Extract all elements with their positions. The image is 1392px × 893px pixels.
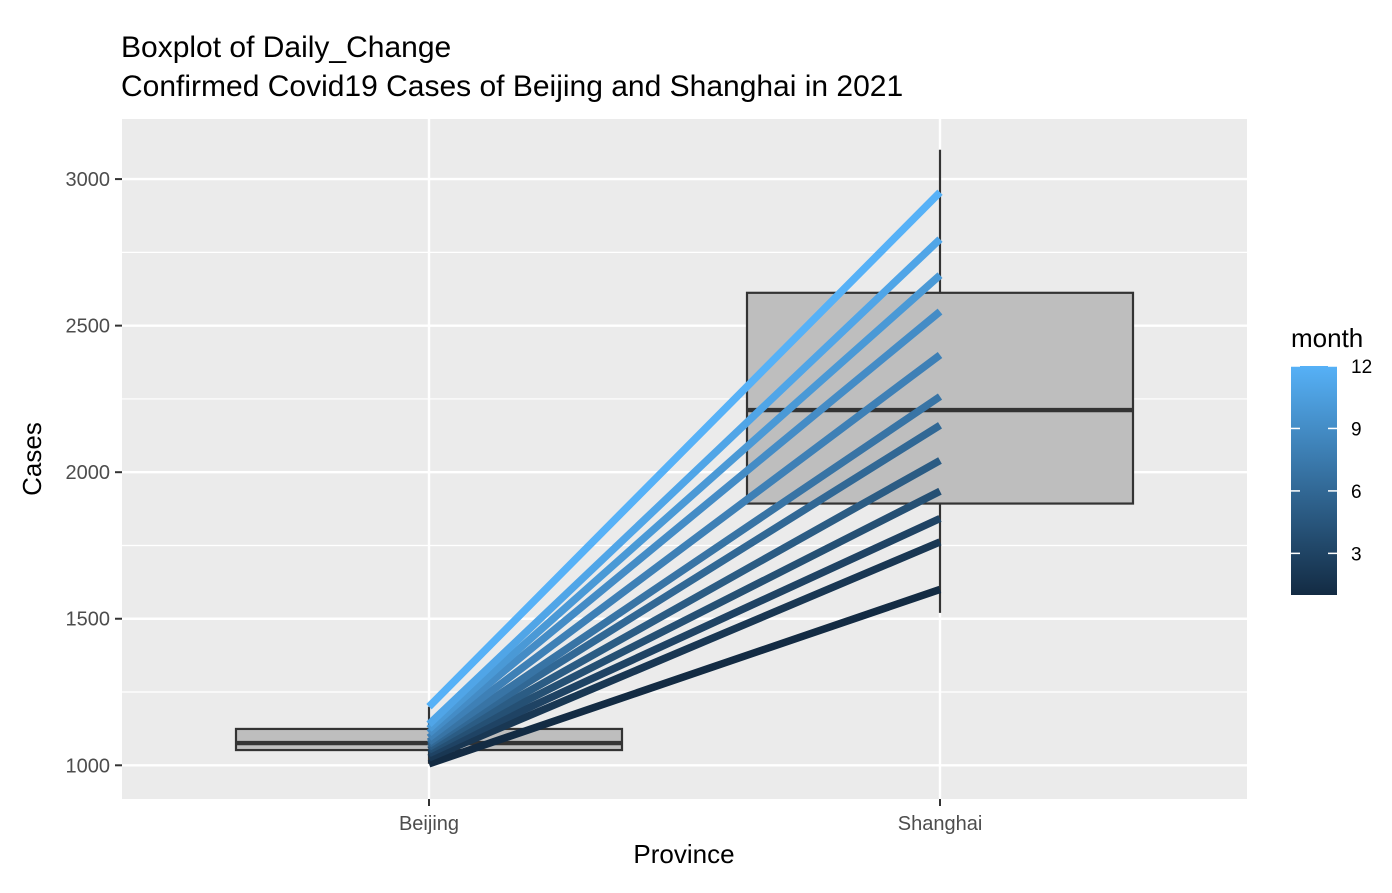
month-line-7 <box>426 393 943 745</box>
legend: month 3 6 9 12 <box>1291 323 1372 595</box>
y-tick-label: 1500 <box>66 609 111 631</box>
month-line-6 <box>427 422 942 748</box>
y-axis: 1000 1500 2000 2500 3000 <box>66 169 122 777</box>
month-line-3 <box>427 515 942 757</box>
month-line-1 <box>427 585 942 768</box>
legend-ticks: 3 6 9 12 <box>1291 357 1372 565</box>
x-axis: Beijing Shanghai <box>399 799 982 835</box>
legend-colorbar <box>1291 366 1337 595</box>
month-line-4 <box>427 487 942 754</box>
month-line-12 <box>426 189 943 710</box>
x-axis-title: Province <box>633 839 734 869</box>
month-line-9 <box>426 308 943 736</box>
month-line-8 <box>426 351 943 741</box>
x-tick-label: Shanghai <box>898 813 983 835</box>
y-tick-label: 1000 <box>66 755 111 777</box>
month-line-5 <box>427 457 942 751</box>
y-tick-label: 2500 <box>66 316 111 338</box>
legend-tick-label: 12 <box>1351 357 1372 378</box>
chart-title: Boxplot of Daily_Change <box>121 31 451 64</box>
month-line-10 <box>426 272 943 732</box>
month-lines <box>426 189 943 768</box>
y-tick-label: 3000 <box>66 169 111 191</box>
y-axis-title: Cases <box>17 422 47 496</box>
month-line-2 <box>427 538 942 762</box>
legend-tick-label: 3 <box>1351 544 1362 565</box>
x-tick-label: Beijing <box>399 813 459 835</box>
chart-subtitle: Confirmed Covid19 Cases of Beijing and S… <box>121 70 903 103</box>
legend-tick-label: 6 <box>1351 482 1362 503</box>
legend-title: month <box>1291 323 1363 353</box>
month-line-11 <box>426 236 943 727</box>
y-tick-label: 2000 <box>66 462 111 484</box>
legend-tick-label: 9 <box>1351 419 1362 440</box>
